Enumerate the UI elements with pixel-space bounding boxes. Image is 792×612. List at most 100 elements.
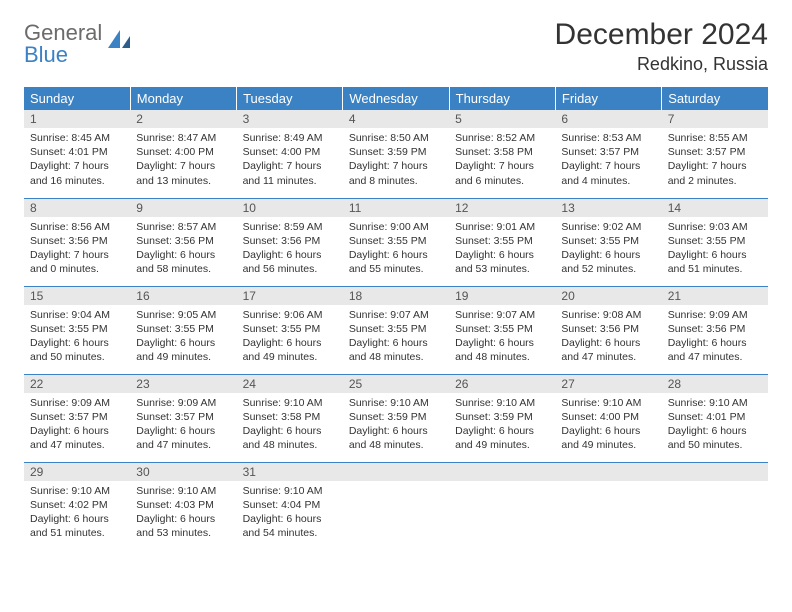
calendar-row: 15 Sunrise: 9:04 AM Sunset: 3:55 PM Dayl… bbox=[24, 286, 768, 374]
weekday-header: Saturday bbox=[662, 87, 768, 110]
day-details: Sunrise: 8:47 AM Sunset: 4:00 PM Dayligh… bbox=[130, 128, 236, 192]
day-number: 2 bbox=[130, 110, 236, 128]
calendar-cell: 5 Sunrise: 8:52 AM Sunset: 3:58 PM Dayli… bbox=[449, 110, 555, 198]
sail-icon bbox=[106, 28, 132, 55]
calendar-cell: 28 Sunrise: 9:10 AM Sunset: 4:01 PM Dayl… bbox=[662, 374, 768, 462]
day-number: 22 bbox=[24, 375, 130, 393]
day-details: Sunrise: 8:57 AM Sunset: 3:56 PM Dayligh… bbox=[130, 217, 236, 281]
calendar-cell: 1 Sunrise: 8:45 AM Sunset: 4:01 PM Dayli… bbox=[24, 110, 130, 198]
calendar-cell: 30 Sunrise: 9:10 AM Sunset: 4:03 PM Dayl… bbox=[130, 462, 236, 550]
calendar-cell: 10 Sunrise: 8:59 AM Sunset: 3:56 PM Dayl… bbox=[237, 198, 343, 286]
day-number: 27 bbox=[555, 375, 661, 393]
calendar-cell: 15 Sunrise: 9:04 AM Sunset: 3:55 PM Dayl… bbox=[24, 286, 130, 374]
day-details: Sunrise: 9:10 AM Sunset: 4:03 PM Dayligh… bbox=[130, 481, 236, 545]
day-number: 23 bbox=[130, 375, 236, 393]
calendar-row: 22 Sunrise: 9:09 AM Sunset: 3:57 PM Dayl… bbox=[24, 374, 768, 462]
weekday-header: Wednesday bbox=[343, 87, 449, 110]
day-number: 13 bbox=[555, 199, 661, 217]
logo-part2: Blue bbox=[24, 42, 68, 67]
day-number: 31 bbox=[237, 463, 343, 481]
day-details: Sunrise: 9:10 AM Sunset: 3:59 PM Dayligh… bbox=[343, 393, 449, 457]
day-number: 12 bbox=[449, 199, 555, 217]
calendar-cell: 19 Sunrise: 9:07 AM Sunset: 3:55 PM Dayl… bbox=[449, 286, 555, 374]
day-number: 1 bbox=[24, 110, 130, 128]
day-details: Sunrise: 8:49 AM Sunset: 4:00 PM Dayligh… bbox=[237, 128, 343, 192]
day-number: 30 bbox=[130, 463, 236, 481]
weekday-header: Friday bbox=[555, 87, 661, 110]
day-number: 28 bbox=[662, 375, 768, 393]
day-details: Sunrise: 9:10 AM Sunset: 4:04 PM Dayligh… bbox=[237, 481, 343, 545]
day-number-empty bbox=[555, 463, 661, 481]
logo: General Blue bbox=[24, 18, 132, 66]
day-number: 19 bbox=[449, 287, 555, 305]
calendar-cell: 9 Sunrise: 8:57 AM Sunset: 3:56 PM Dayli… bbox=[130, 198, 236, 286]
calendar-row: 1 Sunrise: 8:45 AM Sunset: 4:01 PM Dayli… bbox=[24, 110, 768, 198]
day-details: Sunrise: 9:05 AM Sunset: 3:55 PM Dayligh… bbox=[130, 305, 236, 369]
header: General Blue December 2024 Redkino, Russ… bbox=[24, 18, 768, 75]
day-details: Sunrise: 8:56 AM Sunset: 3:56 PM Dayligh… bbox=[24, 217, 130, 281]
calendar-cell: 27 Sunrise: 9:10 AM Sunset: 4:00 PM Dayl… bbox=[555, 374, 661, 462]
weekday-header: Sunday bbox=[24, 87, 130, 110]
day-details: Sunrise: 9:09 AM Sunset: 3:57 PM Dayligh… bbox=[130, 393, 236, 457]
day-number: 24 bbox=[237, 375, 343, 393]
calendar-cell: 6 Sunrise: 8:53 AM Sunset: 3:57 PM Dayli… bbox=[555, 110, 661, 198]
day-details: Sunrise: 9:10 AM Sunset: 4:02 PM Dayligh… bbox=[24, 481, 130, 545]
weekday-header: Tuesday bbox=[237, 87, 343, 110]
logo-text: General Blue bbox=[24, 22, 102, 66]
calendar-cell: 22 Sunrise: 9:09 AM Sunset: 3:57 PM Dayl… bbox=[24, 374, 130, 462]
day-details: Sunrise: 8:59 AM Sunset: 3:56 PM Dayligh… bbox=[237, 217, 343, 281]
day-number: 5 bbox=[449, 110, 555, 128]
day-number: 11 bbox=[343, 199, 449, 217]
day-number: 4 bbox=[343, 110, 449, 128]
calendar-cell: 13 Sunrise: 9:02 AM Sunset: 3:55 PM Dayl… bbox=[555, 198, 661, 286]
calendar-cell: 24 Sunrise: 9:10 AM Sunset: 3:58 PM Dayl… bbox=[237, 374, 343, 462]
calendar-cell: 4 Sunrise: 8:50 AM Sunset: 3:59 PM Dayli… bbox=[343, 110, 449, 198]
calendar-cell: 8 Sunrise: 8:56 AM Sunset: 3:56 PM Dayli… bbox=[24, 198, 130, 286]
calendar-cell: 11 Sunrise: 9:00 AM Sunset: 3:55 PM Dayl… bbox=[343, 198, 449, 286]
title-block: December 2024 Redkino, Russia bbox=[555, 18, 768, 75]
day-number: 3 bbox=[237, 110, 343, 128]
calendar-cell-empty bbox=[343, 462, 449, 550]
calendar-cell-empty bbox=[449, 462, 555, 550]
calendar-cell: 7 Sunrise: 8:55 AM Sunset: 3:57 PM Dayli… bbox=[662, 110, 768, 198]
day-number: 18 bbox=[343, 287, 449, 305]
day-details: Sunrise: 9:08 AM Sunset: 3:56 PM Dayligh… bbox=[555, 305, 661, 369]
day-details: Sunrise: 9:04 AM Sunset: 3:55 PM Dayligh… bbox=[24, 305, 130, 369]
location: Redkino, Russia bbox=[555, 54, 768, 75]
day-details-empty bbox=[343, 481, 449, 488]
day-details: Sunrise: 9:07 AM Sunset: 3:55 PM Dayligh… bbox=[343, 305, 449, 369]
day-number-empty bbox=[343, 463, 449, 481]
calendar-cell-empty bbox=[662, 462, 768, 550]
day-details-empty bbox=[449, 481, 555, 488]
day-details: Sunrise: 9:10 AM Sunset: 4:00 PM Dayligh… bbox=[555, 393, 661, 457]
calendar-cell: 29 Sunrise: 9:10 AM Sunset: 4:02 PM Dayl… bbox=[24, 462, 130, 550]
calendar-row: 8 Sunrise: 8:56 AM Sunset: 3:56 PM Dayli… bbox=[24, 198, 768, 286]
day-details: Sunrise: 9:09 AM Sunset: 3:56 PM Dayligh… bbox=[662, 305, 768, 369]
weekday-header: Thursday bbox=[449, 87, 555, 110]
calendar-cell: 2 Sunrise: 8:47 AM Sunset: 4:00 PM Dayli… bbox=[130, 110, 236, 198]
calendar-cell: 17 Sunrise: 9:06 AM Sunset: 3:55 PM Dayl… bbox=[237, 286, 343, 374]
day-details: Sunrise: 8:52 AM Sunset: 3:58 PM Dayligh… bbox=[449, 128, 555, 192]
calendar-cell: 21 Sunrise: 9:09 AM Sunset: 3:56 PM Dayl… bbox=[662, 286, 768, 374]
day-details: Sunrise: 9:06 AM Sunset: 3:55 PM Dayligh… bbox=[237, 305, 343, 369]
calendar-cell: 16 Sunrise: 9:05 AM Sunset: 3:55 PM Dayl… bbox=[130, 286, 236, 374]
day-details: Sunrise: 9:09 AM Sunset: 3:57 PM Dayligh… bbox=[24, 393, 130, 457]
calendar-cell: 20 Sunrise: 9:08 AM Sunset: 3:56 PM Dayl… bbox=[555, 286, 661, 374]
day-details: Sunrise: 9:07 AM Sunset: 3:55 PM Dayligh… bbox=[449, 305, 555, 369]
calendar-cell: 23 Sunrise: 9:09 AM Sunset: 3:57 PM Dayl… bbox=[130, 374, 236, 462]
day-details: Sunrise: 8:50 AM Sunset: 3:59 PM Dayligh… bbox=[343, 128, 449, 192]
day-number: 16 bbox=[130, 287, 236, 305]
calendar-row: 29 Sunrise: 9:10 AM Sunset: 4:02 PM Dayl… bbox=[24, 462, 768, 550]
day-number: 14 bbox=[662, 199, 768, 217]
day-details: Sunrise: 9:02 AM Sunset: 3:55 PM Dayligh… bbox=[555, 217, 661, 281]
day-details: Sunrise: 9:01 AM Sunset: 3:55 PM Dayligh… bbox=[449, 217, 555, 281]
weekday-header-row: Sunday Monday Tuesday Wednesday Thursday… bbox=[24, 87, 768, 110]
calendar-cell: 25 Sunrise: 9:10 AM Sunset: 3:59 PM Dayl… bbox=[343, 374, 449, 462]
calendar-cell: 12 Sunrise: 9:01 AM Sunset: 3:55 PM Dayl… bbox=[449, 198, 555, 286]
calendar-cell: 31 Sunrise: 9:10 AM Sunset: 4:04 PM Dayl… bbox=[237, 462, 343, 550]
day-number: 8 bbox=[24, 199, 130, 217]
day-number: 17 bbox=[237, 287, 343, 305]
calendar-cell: 26 Sunrise: 9:10 AM Sunset: 3:59 PM Dayl… bbox=[449, 374, 555, 462]
day-details: Sunrise: 8:53 AM Sunset: 3:57 PM Dayligh… bbox=[555, 128, 661, 192]
calendar-cell: 18 Sunrise: 9:07 AM Sunset: 3:55 PM Dayl… bbox=[343, 286, 449, 374]
